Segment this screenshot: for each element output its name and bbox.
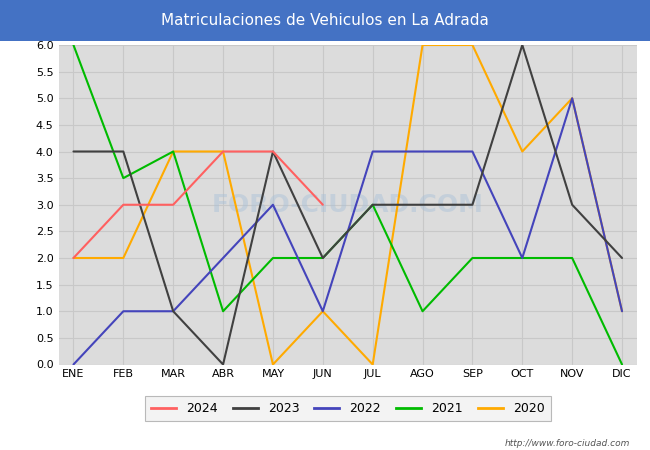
Legend: 2024, 2023, 2022, 2021, 2020: 2024, 2023, 2022, 2021, 2020 <box>145 396 551 421</box>
Text: http://www.foro-ciudad.com: http://www.foro-ciudad.com <box>505 439 630 448</box>
Text: Matriculaciones de Vehiculos en La Adrada: Matriculaciones de Vehiculos en La Adrad… <box>161 13 489 28</box>
Text: FORO-CIUDAD.COM: FORO-CIUDAD.COM <box>212 193 484 217</box>
